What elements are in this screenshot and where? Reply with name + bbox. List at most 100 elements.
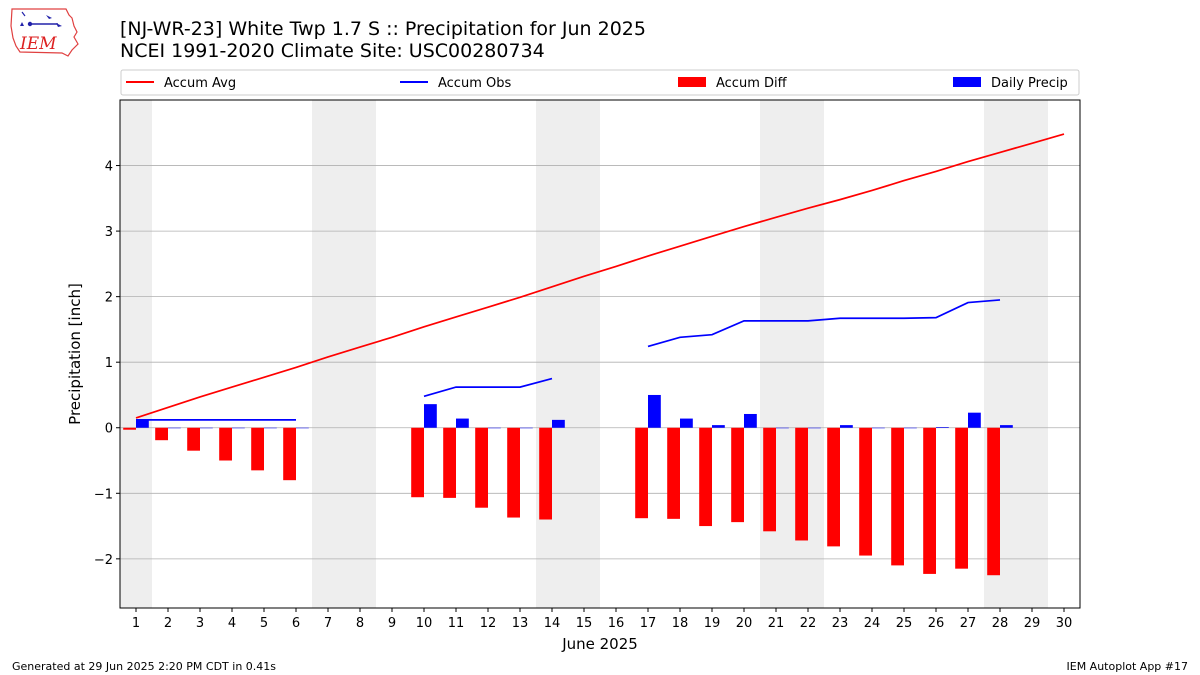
y-tick-label: 1	[105, 356, 113, 371]
diff-bar	[155, 427, 168, 441]
x-tick-label: 13	[512, 616, 529, 631]
legend-label: Accum Obs	[438, 76, 511, 91]
daily-bar	[296, 427, 309, 429]
daily-bar	[744, 413, 757, 428]
weekend-shading	[120, 100, 1048, 608]
y-tick-label: 4	[105, 160, 113, 175]
weekend-band	[760, 100, 824, 608]
x-tick-label: 24	[864, 616, 881, 631]
chart-title: [NJ-WR-23] White Twp 1.7 S :: Precipitat…	[120, 18, 646, 40]
accum-obs-line	[647, 299, 1001, 348]
diff-bar	[955, 427, 968, 569]
x-tick-label: 22	[800, 616, 817, 631]
weekend-band	[120, 100, 152, 608]
x-tick-label: 17	[640, 616, 657, 631]
diff-bar	[859, 427, 872, 556]
x-tick-label: 7	[324, 616, 332, 631]
x-tick-label: 1	[132, 616, 140, 631]
diff-bar	[507, 427, 520, 518]
daily-bar	[840, 425, 853, 428]
x-tick-label: 29	[1024, 616, 1041, 631]
y-tick-label: 2	[105, 291, 113, 306]
logo-text: IEM	[19, 34, 57, 54]
x-tick-label: 30	[1056, 616, 1073, 631]
accum-avg-line	[135, 133, 1065, 419]
diff-bar	[443, 427, 456, 498]
daily-bar	[680, 418, 693, 428]
y-axis-label: Precipitation [inch]	[66, 283, 84, 425]
legend: Accum Avg Accum Obs Accum Diff Daily Precip	[120, 69, 1080, 96]
diff-bar	[731, 427, 744, 523]
diff-bar	[891, 427, 904, 566]
x-tick-label: 4	[228, 616, 236, 631]
diff-bar	[699, 427, 712, 527]
diff-bar	[411, 427, 424, 498]
weekend-band	[312, 100, 376, 608]
legend-label: Accum Avg	[164, 76, 236, 91]
x-tick-label: 11	[448, 616, 465, 631]
x-tick-label: 12	[480, 616, 497, 631]
diff-bar	[923, 427, 936, 574]
x-tick-label: 23	[832, 616, 849, 631]
x-tick-label: 28	[992, 616, 1009, 631]
diff-bar	[187, 427, 200, 451]
daily-bar	[488, 427, 501, 429]
x-tick-label: 19	[704, 616, 721, 631]
y-tick-label: −1	[94, 487, 113, 502]
y-tick-label: 3	[105, 225, 113, 240]
daily-bar	[776, 427, 789, 429]
legend-bar-swatch	[678, 77, 706, 87]
daily-bar	[1000, 425, 1013, 428]
legend-label: Daily Precip	[991, 76, 1068, 91]
diff-bar	[539, 427, 552, 520]
daily-bar	[552, 419, 565, 428]
x-tick-label: 25	[896, 616, 913, 631]
daily-bar	[968, 412, 981, 428]
daily-bar	[136, 419, 149, 428]
x-tick-label: 5	[260, 616, 268, 631]
x-tick-label: 18	[672, 616, 689, 631]
x-tick-label: 15	[576, 616, 593, 631]
weekend-band	[536, 100, 600, 608]
diff-bar	[475, 427, 488, 508]
x-tick-label: 9	[388, 616, 396, 631]
x-tick-label: 26	[928, 616, 945, 631]
daily-bar	[456, 418, 469, 428]
daily-bar	[712, 425, 725, 428]
diff-bar	[763, 427, 776, 532]
daily-bar	[904, 427, 917, 429]
daily-bar	[520, 427, 533, 429]
bars	[123, 394, 1013, 576]
legend-label: Accum Diff	[716, 76, 788, 91]
accum-obs-line	[423, 377, 553, 398]
diff-bar	[667, 427, 680, 519]
diff-bar	[219, 427, 232, 461]
daily-bar	[808, 427, 821, 429]
daily-bar	[200, 427, 213, 429]
x-tick-label: 2	[164, 616, 172, 631]
daily-bar	[168, 427, 181, 429]
legend-bar-swatch	[953, 77, 981, 87]
y-tick-label: −2	[94, 553, 113, 568]
diff-bar	[251, 427, 264, 471]
daily-bar	[424, 404, 437, 428]
daily-bar	[648, 394, 661, 428]
x-tick-label: 21	[768, 616, 785, 631]
chart-subtitle: NCEI 1991-2020 Climate Site: USC00280734	[120, 40, 545, 62]
daily-bar	[936, 427, 949, 428]
x-tick-label: 6	[292, 616, 300, 631]
x-axis-label: June 2025	[561, 635, 638, 653]
x-tick-label: 16	[608, 616, 625, 631]
x-tick-label: 3	[196, 616, 204, 631]
x-tick-label: 14	[544, 616, 561, 631]
x-tick-label: 20	[736, 616, 753, 631]
diff-bar	[827, 427, 840, 547]
x-tick-label: 8	[356, 616, 364, 631]
x-tick-label: 27	[960, 616, 977, 631]
footer-app: IEM Autoplot App #17	[1066, 660, 1189, 673]
y-tick-label: 0	[105, 422, 113, 437]
diff-bar	[283, 427, 296, 481]
diff-bar	[987, 427, 1000, 576]
iem-logo: IEM	[10, 8, 79, 57]
